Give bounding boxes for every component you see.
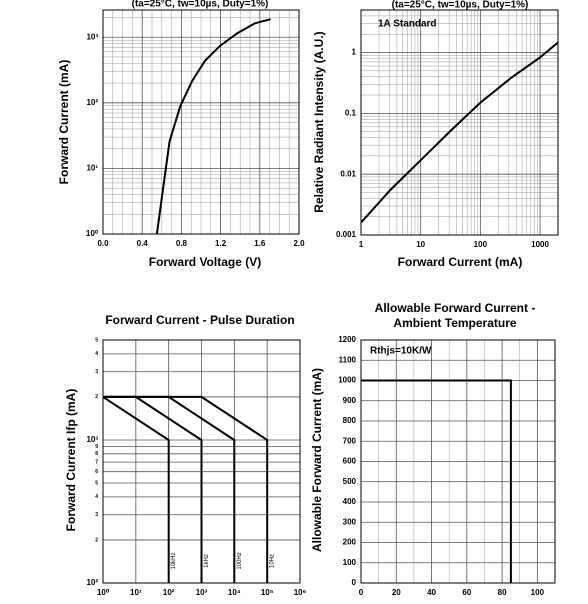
x-tick-label: 10⁰	[97, 588, 110, 597]
y-tick-label: 1000	[338, 376, 356, 385]
x-tick-label: 10⁴	[228, 588, 241, 597]
x-axis-label: Forward Current (mA)	[398, 255, 523, 269]
y-tick-label: 6	[95, 469, 98, 475]
y-axis-label: Allowable Forward Current (mA)	[310, 368, 324, 552]
y-tick-label: 10³	[86, 435, 98, 444]
data-line	[360, 41, 559, 224]
y-tick-label: 500	[343, 477, 357, 486]
x-tick-label: 80	[498, 588, 507, 597]
plot-frame	[360, 9, 559, 236]
legend-label: 100Hz	[237, 552, 243, 569]
y-tick-label: 7	[95, 459, 98, 465]
y-tick-label: 3	[95, 369, 98, 375]
data-line	[155, 18, 271, 235]
y-tick-label: 10²	[86, 98, 98, 107]
chart-title: (ta=25°C, tw=10µs, Duty=1%)	[392, 0, 529, 11]
y-tick-label: 300	[343, 517, 357, 526]
y-tick-label: 0.1	[345, 108, 357, 117]
y-tick-label: 200	[343, 538, 357, 547]
x-tick-label: 10	[416, 240, 425, 249]
y-tick-label: 700	[343, 436, 357, 445]
x-tick-label: 1.2	[215, 239, 227, 248]
chart-title: Forward Current - Pulse Duration	[105, 313, 294, 327]
data-line	[361, 379, 512, 583]
x-tick-label: 10³	[196, 588, 208, 597]
chart-title: (ta=25°C, tw=10µs, Duty=1%)	[132, 0, 269, 10]
annotation: Rthjs=10K/W	[370, 346, 432, 357]
y-tick-label: 4	[95, 494, 98, 500]
y-tick-label: 1	[352, 48, 357, 57]
legend-label: 10Hz	[270, 554, 276, 568]
y-tick-label: 0.001	[336, 230, 357, 239]
y-axis-label: Forward Current Ifp (mA)	[64, 389, 78, 532]
data-line	[102, 396, 170, 583]
y-tick-label: 5	[95, 480, 98, 486]
y-tick-label: 0.01	[340, 169, 356, 178]
data-line	[103, 395, 203, 583]
x-tick-label: 0.0	[97, 239, 109, 248]
x-tick-label: 0.8	[176, 239, 188, 248]
data-line	[103, 395, 269, 583]
x-tick-label: 0.4	[137, 239, 149, 248]
y-tick-label: 9	[95, 444, 98, 450]
y-tick-label: 10²	[86, 578, 98, 587]
legend-label: 1kHz	[204, 554, 210, 568]
y-tick-label: 10¹	[86, 164, 98, 173]
plot-frame	[102, 9, 300, 235]
x-tick-label: 1000	[531, 240, 549, 249]
y-tick-label: 2	[95, 537, 98, 543]
y-tick-label: 10³	[86, 32, 98, 41]
y-tick-label: 400	[343, 497, 357, 506]
plot-frame	[360, 339, 556, 584]
y-axis-label: Relative Radiant Intensity (A.U.)	[312, 31, 326, 212]
x-tick-label: 20	[392, 588, 401, 597]
x-tick-label: 10²	[163, 588, 175, 597]
x-tick-label: 1	[359, 240, 364, 249]
x-tick-label: 100	[531, 588, 545, 597]
y-tick-label: 1100	[339, 355, 357, 364]
x-tick-label: 60	[462, 588, 471, 597]
y-tick-label: 100	[343, 558, 357, 567]
y-tick-label: 10⁰	[86, 229, 99, 238]
y-tick-label: 2	[95, 394, 98, 400]
y-tick-label: 900	[343, 396, 357, 405]
x-tick-label: 0	[359, 588, 364, 597]
y-tick-label: 4	[95, 351, 98, 357]
x-tick-label: 1.6	[254, 239, 266, 248]
y-tick-label: 1200	[338, 335, 356, 344]
y-tick-label: 800	[343, 416, 357, 425]
legend-label: 10kHz	[171, 552, 177, 569]
y-tick-label: 3	[95, 512, 98, 518]
y-tick-label: 600	[343, 457, 357, 466]
x-tick-label: 40	[427, 588, 436, 597]
y-tick-label: 5	[95, 337, 98, 343]
x-tick-label: 10¹	[130, 588, 142, 597]
x-tick-label: 10⁵	[261, 588, 274, 597]
y-axis-label: Forward Current (mA)	[57, 60, 71, 185]
x-tick-label: 100	[474, 240, 488, 249]
chart-title: Allowable Forward Current -	[375, 301, 536, 315]
x-tick-label: 2.0	[293, 239, 305, 248]
x-tick-label: 10⁶	[294, 588, 307, 597]
x-axis-label: Forward Voltage (V)	[149, 255, 261, 269]
y-tick-label: 8	[95, 451, 98, 457]
annotation: 1A Standard	[378, 19, 437, 30]
y-tick-label: 0	[352, 578, 357, 587]
chart-title: Ambient Temperature	[393, 316, 516, 330]
